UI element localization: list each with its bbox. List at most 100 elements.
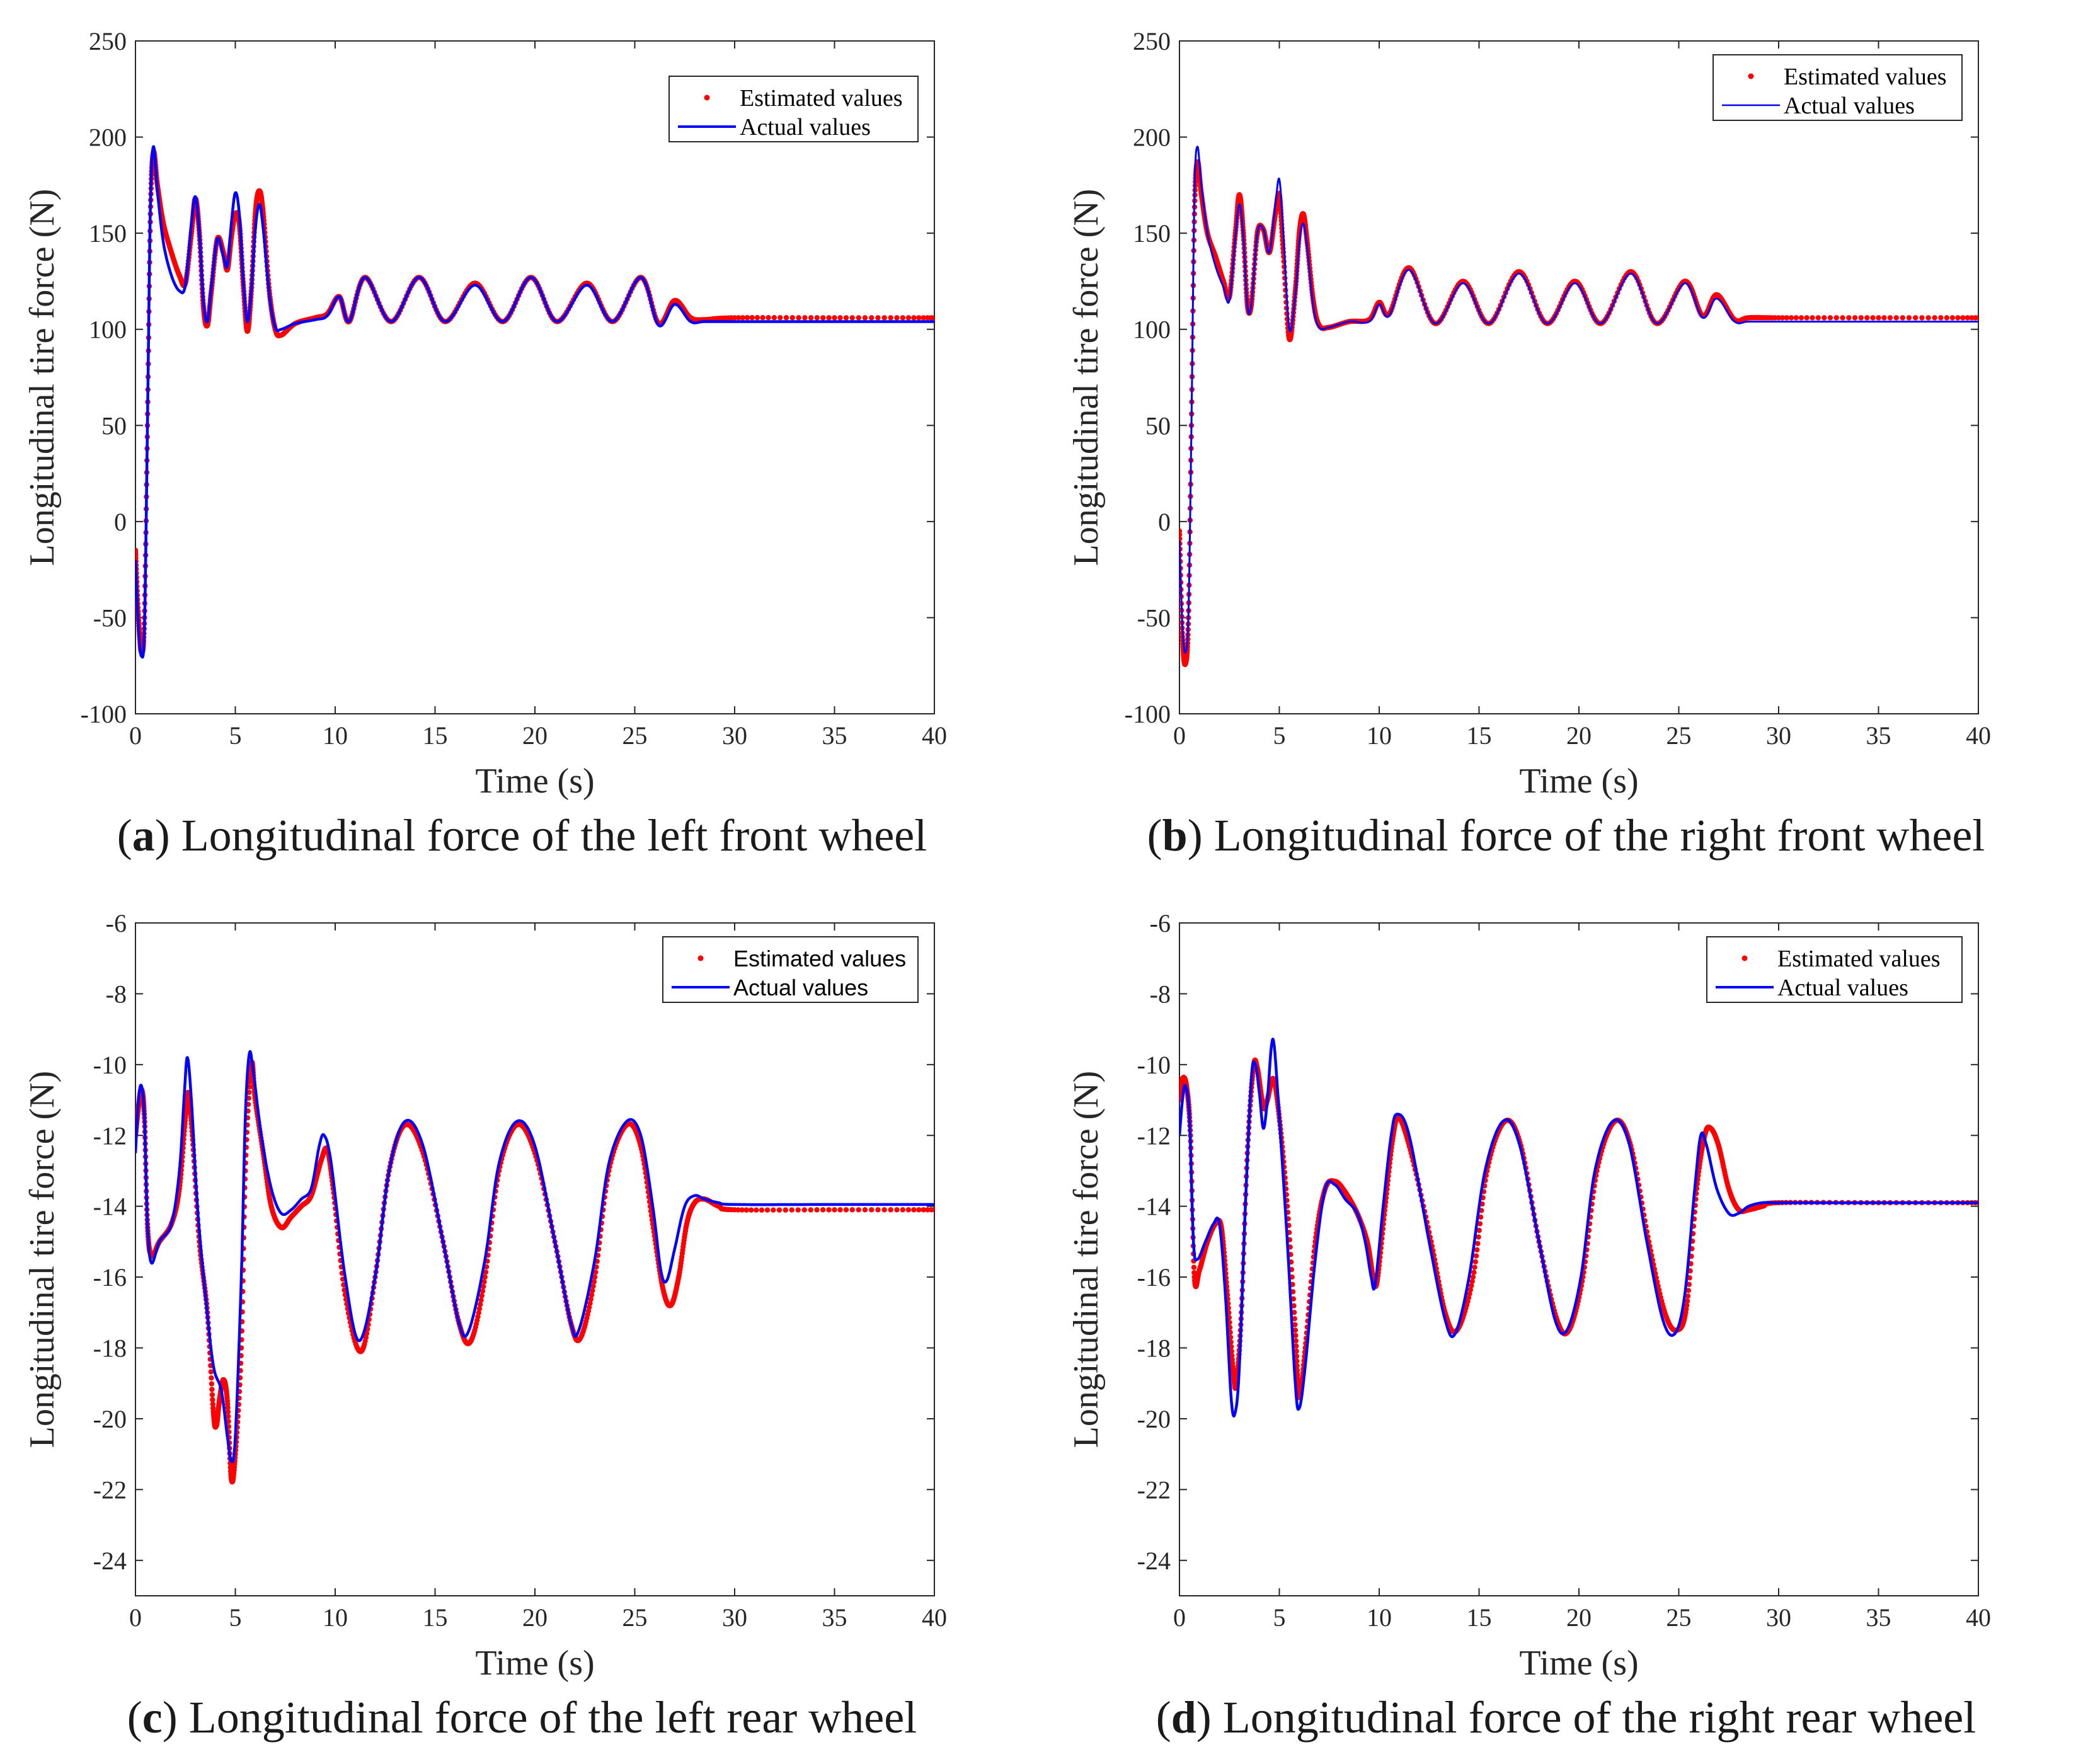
y-tick-label: -20 [93,1405,127,1433]
estimated-point [843,1207,849,1213]
estimated-point [1944,315,1950,321]
x-tick-label: 0 [1173,1603,1186,1632]
estimated-point [1685,1293,1691,1299]
estimated-point [862,315,868,321]
actual-series-line [135,1050,934,1463]
y-tick-label: -14 [1137,1193,1171,1221]
estimated-point [1294,1348,1299,1354]
x-tick-label: 25 [622,1603,648,1632]
estimated-point [1864,315,1870,321]
estimated-point [1475,1240,1481,1247]
panel-c: 0 5 10 15 20 25 30 35 40 -24 -22 -20 -18 -16 -14 -12 -10… [0,882,1044,1764]
estimated-point [849,315,855,321]
estimated-point [888,1207,893,1213]
estimated-point [921,1207,926,1213]
y-tick-label: 50 [101,411,127,440]
estimated-point [837,315,843,321]
estimated-point [1473,1253,1479,1259]
estimated-point [881,1207,887,1213]
estimated-point [735,1207,741,1213]
actual-series-line [135,145,934,659]
estimated-point [900,1207,906,1213]
y-tick-label: 200 [89,123,127,152]
estimated-point [586,1304,592,1310]
estimated-point [777,315,783,321]
estimated-point [789,315,795,321]
caption-c-letter: c [142,1692,163,1743]
plot-area-a [135,40,935,714]
y-tick-label: 150 [89,219,127,248]
estimated-point [837,1207,843,1213]
estimated-point [1906,315,1912,321]
estimated-point [766,314,771,321]
series-group [1179,1038,1978,1418]
estimated-point [820,1207,826,1213]
x-tick-label: 30 [722,1603,747,1632]
estimated-point [1833,315,1839,321]
estimated-point [209,1381,215,1387]
estimated-point [1294,1353,1300,1359]
y-tick-label: -22 [93,1475,127,1504]
estimated-point [1291,1303,1297,1309]
estimated-point [1469,1283,1474,1288]
y-tick-label: 100 [1133,316,1171,344]
estimated-point [875,315,881,321]
estimated-point [209,1392,215,1398]
y-tick-label: -8 [106,980,127,1008]
estimated-point [1477,1221,1483,1227]
legend-estimated-marker [1748,73,1754,79]
estimated-point [482,1274,488,1280]
x-tick-label: 20 [1566,721,1592,750]
estimated-point [843,315,849,321]
estimated-point [776,1207,783,1213]
estimated-point [801,1207,807,1213]
estimated-point [764,1207,771,1213]
estimated-point [1292,1327,1299,1333]
estimated-point [826,315,832,321]
x-tick-label: 10 [323,1603,348,1632]
estimated-point [1960,315,1966,321]
x-tick-label: 10 [1367,1603,1392,1632]
y-tick-label: -14 [93,1193,127,1221]
estimated-point [209,1375,214,1381]
estimated-point [1919,315,1925,321]
estimated-point [1290,1289,1296,1295]
estimated-point [905,1207,912,1213]
estimated-point [363,1334,369,1341]
estimated-point [1881,315,1887,321]
estimated-point [1470,1274,1476,1280]
legend-box [668,76,919,142]
estimated-point [916,315,922,321]
estimated-point [1846,315,1852,321]
x-tick-label: 20 [522,721,548,750]
x-tick-label: 25 [1666,721,1692,750]
caption-b: (b) Longitudinal force of the right fron… [1147,810,1985,861]
estimated-point [744,315,750,321]
estimated-point [900,315,906,321]
estimated-point [226,1414,231,1419]
x-tick-label: 5 [1273,1603,1286,1632]
legend-estimated-label: Estimated values [1784,64,1947,90]
estimated-point [1293,1338,1299,1344]
estimated-point [796,315,801,321]
x-tick-label: 5 [229,1603,242,1632]
series-group [135,1050,934,1485]
caption-a-text: Longitudinal force of the left front whe… [181,810,927,861]
estimated-point [783,1207,788,1213]
estimated-point [832,1207,837,1213]
estimated-point [731,315,738,321]
estimated-point [1938,315,1944,321]
estimated-point [1852,315,1858,321]
estimated-point [1294,1363,1300,1369]
caption-d-text: Longitudinal force of the right rear whe… [1222,1692,1976,1743]
y-tick-label: -6 [106,909,127,937]
estimated-point [808,315,814,321]
y-tick-label: 150 [1133,219,1171,248]
estimated-point [478,1302,483,1307]
y-tick-label: 0 [1158,508,1171,536]
estimated-point [749,315,755,321]
x-tick-label: 15 [423,721,448,750]
legend-box [1706,936,1963,1003]
